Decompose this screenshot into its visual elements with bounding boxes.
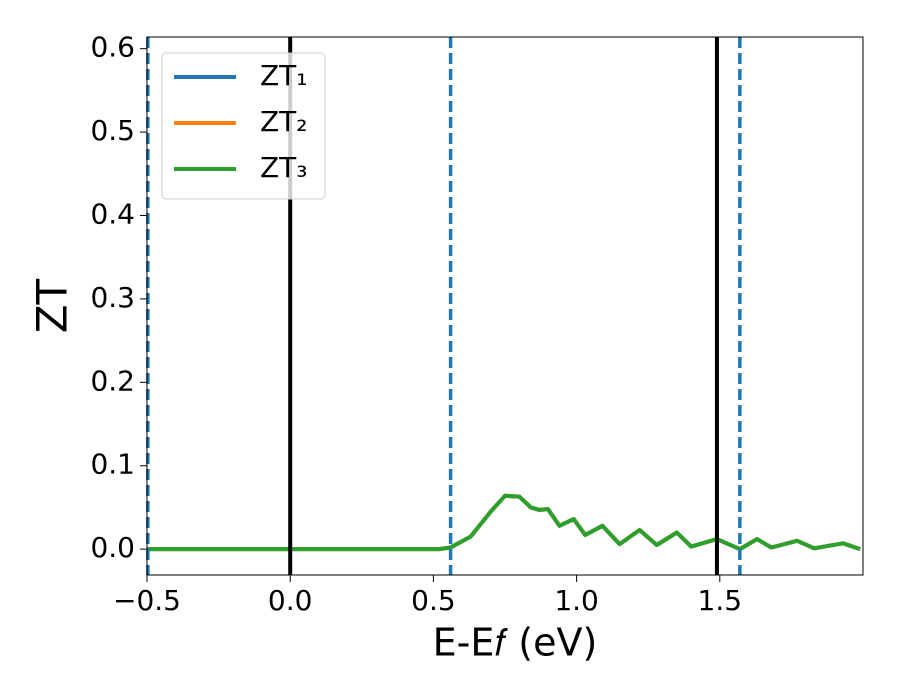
y-tick-label: 0.1: [90, 448, 135, 481]
y-tick-label: 0.5: [90, 114, 135, 147]
series-line: [147, 493, 861, 552]
y-tick-label: 0.2: [90, 364, 135, 397]
y-axis-label: ZT: [28, 278, 77, 333]
legend-label: ZT₃: [260, 151, 308, 184]
x-tick-label: 1.0: [554, 584, 599, 617]
y-tick-label: 0.3: [90, 281, 135, 314]
x-axis-label: E-E𝑓 (eV): [433, 621, 598, 665]
x-tick-label: 0.5: [411, 584, 456, 617]
x-tick-label: 1.5: [698, 584, 743, 617]
x-tick-label: 0.0: [268, 584, 313, 617]
y-tick-label: 0.4: [90, 197, 135, 230]
y-tick-label: 0.0: [90, 531, 135, 564]
legend-label: ZT₁: [260, 59, 308, 92]
legend-box: [161, 52, 326, 200]
plot-frame: [146, 36, 864, 576]
x-tick-label: −0.5: [113, 584, 181, 617]
legend-label: ZT₂: [260, 105, 308, 138]
y-tick-label: 0.6: [90, 31, 135, 64]
